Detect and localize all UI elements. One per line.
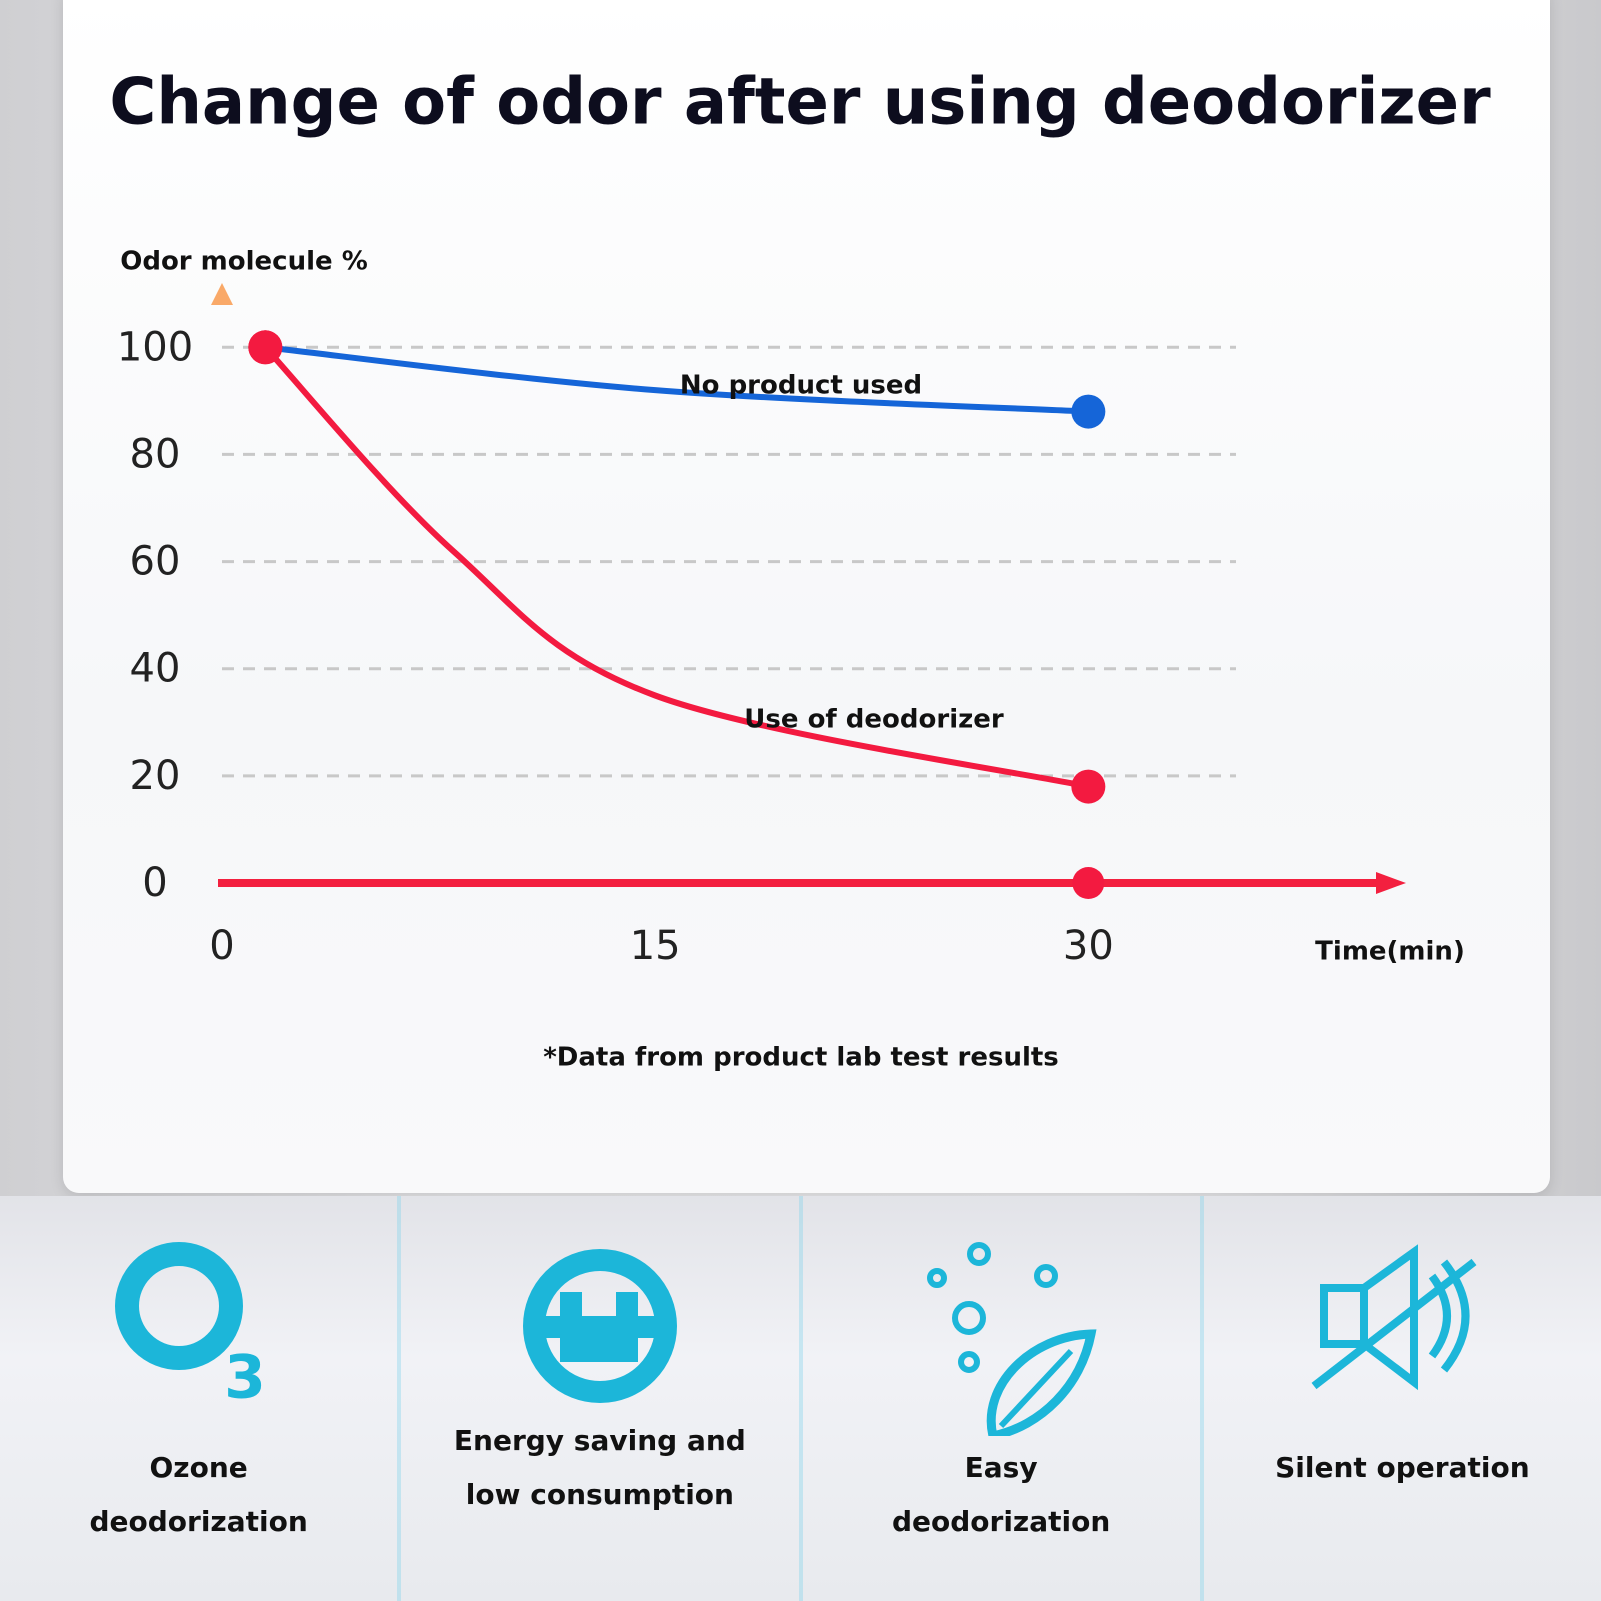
y-axis-label: Odor molecule % [120,247,368,277]
x-tick-label: 15 [630,923,681,969]
silent-icon [1311,1244,1477,1391]
data-point [248,330,283,365]
feature: Energy saving and low consumption [401,1196,803,1601]
data-point [1071,394,1106,429]
series-label: Use of deodorizer [744,705,1004,735]
feature-label: Easy deodorization [891,1451,1111,1538]
energy-icon [522,1249,677,1403]
y-tick-label: 60 [130,539,181,585]
y-tick-label: 20 [130,753,181,799]
y-axis-arrow [211,283,233,305]
series-line [262,344,1092,790]
series-line [262,344,1092,415]
chart-title: Change of odor after using deodorizer [109,66,1491,140]
axis-marker [1072,867,1105,899]
svg-text:3: 3 [224,1343,266,1413]
x-axis-label: Time(min) [1315,937,1465,967]
feature-label: Silent operation [1275,1451,1530,1484]
leaf-icon [927,1242,1097,1436]
data-point [1071,769,1106,804]
feature: Easy deodorization [803,1196,1204,1601]
x-tick-label: 0 [209,923,234,969]
feature: Silent operation [1204,1196,1601,1601]
plot [248,330,1106,899]
y-tick-label: 0 [142,860,167,906]
chart: Change of odor after using deodorizer Od… [109,66,1491,1073]
x-tick-label: 30 [1063,923,1114,969]
y-tick-label: 40 [130,646,181,692]
y-tick-label: 100 [117,324,193,370]
grid [222,345,1236,778]
features: 3 Ozone deodorization Energy saving and … [0,1196,1601,1601]
chart-card [63,0,1550,1193]
y-tick-label: 80 [130,431,181,477]
feature: 3 Ozone deodorization [0,1196,402,1601]
series-label: No product used [680,371,922,401]
ozone-icon: 3 [114,1242,266,1413]
feature-label: Energy saving and low consumption [453,1424,746,1511]
footnote: *Data from product lab test results [543,1043,1059,1073]
axes: 0 20 40 60 80 100 0 15 30 [117,283,1406,969]
x-axis-arrow [1376,872,1406,894]
feature-label: Ozone deodorization [89,1451,308,1538]
